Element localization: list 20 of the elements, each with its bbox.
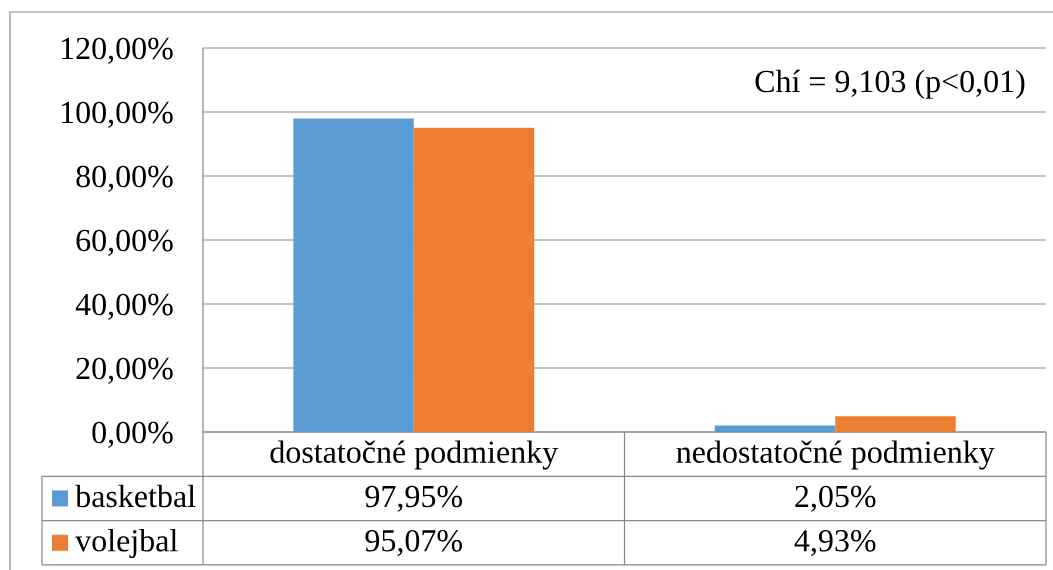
y-tick-label: 40,00% — [75, 293, 173, 320]
x-tick-label: nedostatočné podmienky — [676, 440, 995, 470]
data-label: 97,95% — [365, 485, 462, 512]
bar — [413, 127, 535, 432]
y-tick-label: 80,00% — [76, 165, 173, 192]
legend-label: volejbal — [75, 529, 178, 559]
y-tick-label: 20,00% — [76, 357, 173, 384]
data-label: 2,05% — [795, 485, 876, 512]
legend-label: basketbal — [75, 484, 196, 508]
y-tick-label: 0,00% — [92, 421, 173, 448]
bar — [835, 416, 956, 432]
data-label: 4,93% — [794, 529, 876, 557]
data-label: 95,07% — [365, 529, 462, 557]
y-tick-label: 120,00% — [61, 37, 173, 64]
bar — [714, 425, 836, 432]
y-tick-label: 60,00% — [76, 229, 173, 256]
x-tick-label: dostatočné podmienky — [270, 440, 559, 470]
bar — [293, 118, 414, 432]
y-tick-label: 100,00% — [61, 101, 173, 128]
annotation: Chí = 9,103 (p<0,01) — [755, 69, 1025, 99]
